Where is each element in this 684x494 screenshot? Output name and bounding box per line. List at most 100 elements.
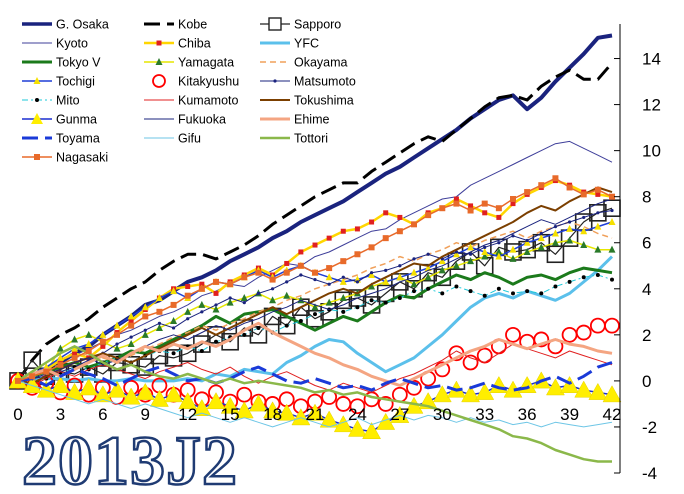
data-point-nagasaki: [467, 207, 474, 214]
legend-entry-yfc: YFC: [260, 37, 319, 51]
data-point-yamagata: [325, 298, 333, 306]
data-point-mito: [454, 284, 459, 289]
data-point-matsumoto: [200, 310, 204, 314]
data-point-matsumoto: [115, 342, 119, 346]
data-point-gunma: [602, 385, 622, 403]
data-point-nagasaki: [213, 278, 219, 285]
data-point-chiba: [369, 219, 375, 225]
y-tick-label: 0: [642, 372, 651, 391]
legend-entry-chiba: Chiba: [144, 37, 211, 51]
data-point-nagasaki: [594, 186, 601, 193]
data-point-tochigi: [551, 229, 559, 237]
data-point-kitakyushu: [575, 324, 592, 341]
legend-entry-tochigi: Tochigi: [22, 75, 95, 89]
legend-label-g-osaka: G. Osaka: [56, 18, 109, 32]
data-point-kitakyushu: [406, 379, 422, 396]
data-point-tochigi: [155, 294, 163, 302]
legend-entry-fukuoka: Fukuoka: [144, 113, 226, 127]
data-point-chiba: [128, 318, 134, 324]
data-point-tochigi: [467, 243, 475, 251]
data-point-mito: [397, 296, 402, 301]
data-point-chiba: [298, 249, 304, 255]
data-point-nagasaki: [184, 292, 191, 299]
legend-label-toyama: Toyama: [56, 132, 100, 146]
data-point-nagasaki: [85, 347, 92, 354]
data-point-yamagata: [127, 340, 135, 348]
legend-entry-nagasaki: Nagasaki: [22, 151, 108, 165]
x-tick-label: 6: [98, 405, 107, 424]
data-point-nagasaki: [510, 195, 516, 202]
data-point-tochigi: [325, 273, 333, 281]
data-point-yamagata: [212, 305, 220, 313]
data-point-nagasaki: [71, 354, 78, 361]
data-point-nagasaki: [227, 281, 234, 288]
data-point-yamagata: [141, 330, 149, 338]
data-point-gunma: [79, 378, 99, 396]
data-point-tochigi: [509, 245, 517, 253]
data-point-gunma: [220, 396, 240, 414]
data-point-matsumoto: [525, 238, 529, 243]
data-point-yamagata: [240, 294, 248, 302]
data-point-kitakyushu: [533, 331, 550, 348]
data-point-tochigi: [99, 330, 107, 338]
data-point-gunma: [291, 408, 311, 426]
data-point-gunma: [22, 375, 42, 393]
x-tick-label: 21: [306, 405, 325, 424]
data-point-gunma: [93, 385, 113, 403]
data-point-matsumoto: [567, 220, 572, 224]
legend-entry-sapporo: Sapporo: [260, 17, 341, 32]
x-tick-label: 27: [390, 405, 409, 424]
data-point-mito: [242, 332, 247, 337]
data-point-nagasaki: [326, 265, 333, 272]
data-point-gunma: [150, 389, 169, 407]
data-point-tochigi: [594, 222, 602, 230]
legend-label-gifu: Gifu: [178, 132, 201, 146]
legend-entry-g-osaka: G. Osaka: [22, 18, 109, 32]
data-point-nagasaki: [99, 338, 106, 345]
data-point-gunma: [249, 394, 268, 412]
data-point-yamagata: [495, 247, 503, 255]
data-point-kitakyushu: [604, 317, 620, 334]
series-nagasaki: [15, 175, 615, 384]
data-point-mito: [539, 291, 544, 296]
data-point-matsumoto: [214, 303, 218, 307]
series-line-kobe: [16, 62, 614, 382]
data-point-matsumoto: [157, 321, 162, 325]
data-point-tochigi: [42, 363, 50, 371]
data-point-matsumoto: [270, 287, 275, 291]
plot-area: [8, 33, 622, 463]
data-point-matsumoto: [285, 280, 289, 284]
data-point-tochigi: [382, 277, 390, 285]
series-fukuoka: [17, 198, 613, 382]
data-point-gunma: [432, 385, 452, 403]
legend-marker-matsumoto: [273, 79, 277, 83]
data-point-sapporo: [546, 245, 565, 264]
data-point-nagasaki: [269, 276, 276, 283]
data-point-nagasaki: [396, 228, 403, 235]
data-point-yamagata: [452, 261, 460, 269]
data-point-mito: [313, 312, 317, 317]
series-tottori: [17, 345, 612, 463]
legend-label-mito: Mito: [56, 94, 80, 108]
data-point-chiba: [453, 196, 459, 202]
data-point-nagasaki: [283, 269, 290, 276]
data-point-mito: [426, 286, 431, 291]
data-point-matsumoto: [242, 301, 246, 305]
data-point-chiba: [383, 210, 389, 216]
data-point-nagasaki: [495, 205, 502, 212]
data-point-gunma: [164, 385, 183, 403]
data-point-mito: [298, 319, 303, 324]
data-point-tochigi: [339, 277, 347, 285]
data-point-matsumoto: [596, 211, 600, 215]
legend-label-kitakyushu: Kitakyushu: [178, 75, 239, 89]
x-tick-label: 15: [221, 405, 240, 424]
data-point-matsumoto: [497, 241, 501, 245]
data-point-matsumoto: [412, 257, 416, 261]
legend-label-yamagata: Yamagata: [178, 56, 234, 70]
data-point-matsumoto: [327, 282, 331, 286]
y-tick-label: 10: [642, 142, 661, 161]
series-line-fukuoka: [17, 198, 613, 382]
data-point-nagasaki: [411, 221, 417, 228]
data-point-yamagata: [269, 296, 277, 304]
